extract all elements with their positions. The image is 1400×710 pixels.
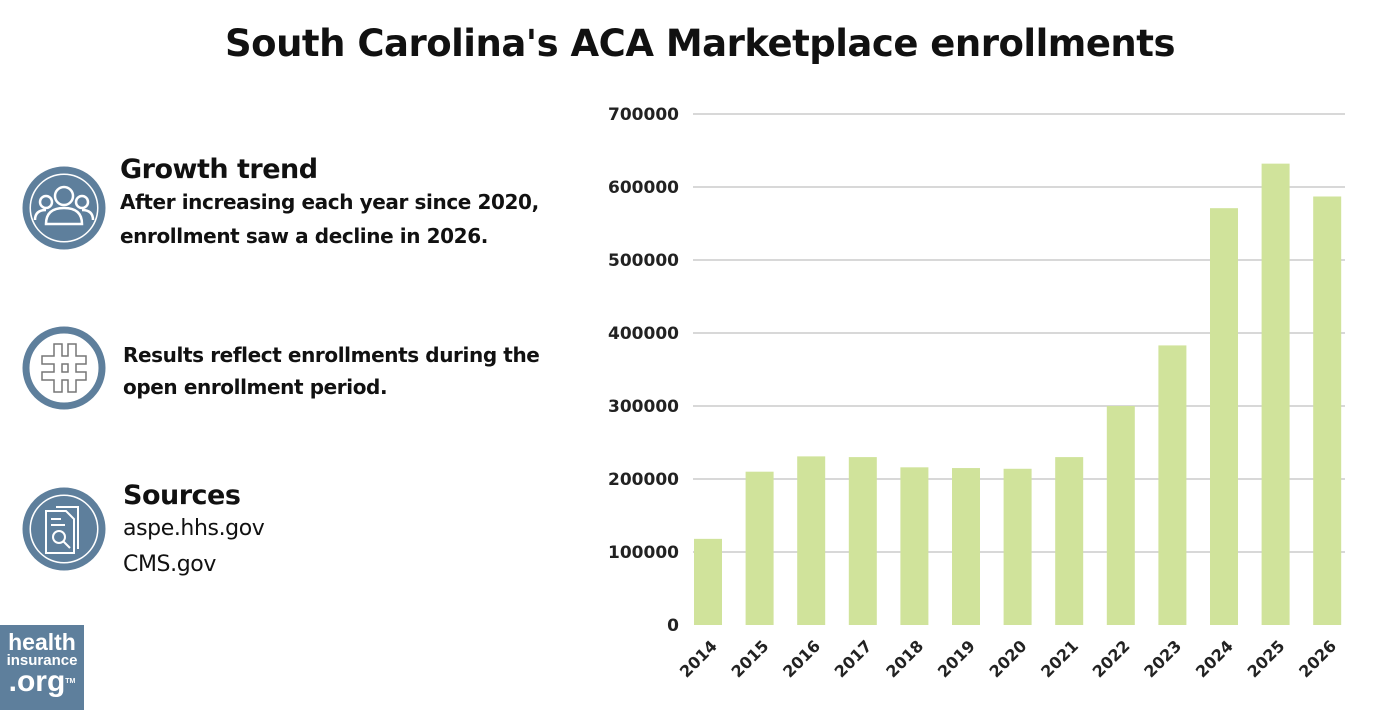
source-link[interactable]: aspe.hhs.gov (123, 516, 265, 541)
x-tick-label: 2022 (1089, 636, 1134, 681)
bar (694, 538, 722, 625)
y-tick-label: 300000 (608, 397, 679, 417)
x-tick-label: 2023 (1140, 636, 1185, 681)
x-tick-label: 2024 (1192, 636, 1237, 681)
source-link[interactable]: CMS.gov (123, 552, 216, 577)
x-tick-label: 2026 (1295, 636, 1340, 681)
healthinsurance-logo[interactable]: health insurance .orgTM (0, 625, 84, 710)
document-search-icon (22, 487, 106, 571)
y-tick-label: 700000 (608, 105, 679, 125)
bar (1261, 163, 1290, 625)
people-group-icon (22, 166, 106, 250)
bar (900, 467, 929, 625)
y-tick-label: 0 (667, 616, 679, 636)
bar (1158, 345, 1187, 625)
panel-text: open enrollment period. (123, 375, 388, 399)
x-tick-label: 2020 (986, 636, 1031, 681)
y-tick-label: 100000 (608, 543, 679, 563)
panel-text: After increasing each year since 2020, (120, 190, 539, 214)
bar (1313, 196, 1342, 626)
panel-text: Results reflect enrollments during the (123, 343, 540, 367)
y-tick-label: 600000 (608, 178, 679, 198)
bar (1210, 208, 1238, 626)
bar (848, 457, 877, 625)
panel-heading: Sources (123, 480, 241, 511)
hashtag-icon (22, 326, 106, 410)
chart-title: South Carolina's ACA Marketplace enrollm… (225, 22, 1175, 65)
bar (1106, 406, 1135, 625)
y-tick-label: 500000 (608, 251, 679, 271)
x-tick-label: 2014 (676, 636, 721, 681)
panel-text: enrollment saw a decline in 2026. (120, 224, 488, 248)
x-tick-label: 2015 (728, 636, 773, 681)
x-tick-label: 2018 (882, 636, 927, 681)
panel-heading: Growth trend (120, 154, 318, 185)
bar (1055, 457, 1084, 625)
y-tick-label: 200000 (608, 470, 679, 490)
y-tick-label: 400000 (608, 324, 679, 344)
x-tick-label: 2025 (1244, 636, 1289, 681)
bar (1003, 468, 1032, 625)
x-tick-label: 2017 (831, 636, 876, 681)
bar (745, 471, 774, 625)
x-tick-label: 2016 (779, 636, 824, 681)
bar (797, 456, 826, 625)
x-tick-label: 2021 (1037, 636, 1082, 681)
bar (952, 468, 980, 625)
x-tick-label: 2019 (934, 636, 979, 681)
